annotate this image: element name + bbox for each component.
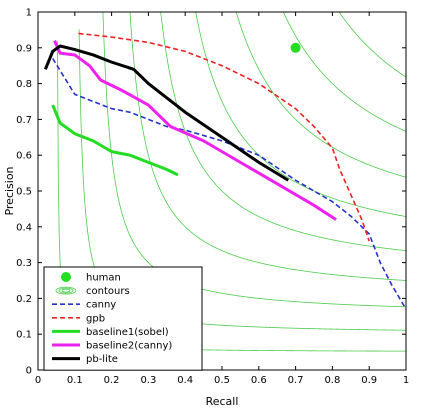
contour-line <box>129 12 406 281</box>
x-tick-label: 0.9 <box>361 375 377 386</box>
legend-label-baseline2-canny: baseline2(canny) <box>86 341 172 352</box>
series-line-pb-lite <box>43 44 290 182</box>
y-tick-label: 0.9 <box>16 43 32 54</box>
x-tick-label: 0.4 <box>177 375 193 386</box>
contour-line <box>195 12 406 217</box>
contour-line <box>235 12 406 178</box>
x-tick-label: 0.2 <box>104 375 120 386</box>
legend-label-gpb: gpb <box>86 313 105 324</box>
legend-label-human: human <box>86 273 121 284</box>
series-line-baseline1-sobel <box>51 104 179 177</box>
legend-contour-swatch <box>55 286 77 295</box>
legend-contour-swatch <box>61 288 71 293</box>
series-layer <box>43 32 407 310</box>
y-tick-label: 0.3 <box>16 258 32 269</box>
x-tick-label: 0.1 <box>67 375 83 386</box>
legend: human contours canny gpb baseline1(sobel) bas… <box>43 266 203 371</box>
y-axis-label: Precision <box>3 166 16 215</box>
contour-line <box>160 12 406 252</box>
x-axis-label: Recall <box>206 395 239 408</box>
x-tick-label: 0 <box>35 375 41 386</box>
series-line-canny <box>52 58 407 310</box>
contour-line <box>282 12 406 132</box>
legend-box <box>43 266 203 371</box>
y-tick-label: 1 <box>26 8 32 19</box>
legend-label-contours: contours <box>86 286 130 297</box>
y-tick-label: 0.7 <box>16 115 32 126</box>
x-tick-label: 0.7 <box>288 375 304 386</box>
y-tick-label: 0.8 <box>16 79 32 90</box>
x-tick-label: 0.5 <box>214 375 230 386</box>
x-tick-label: 0.3 <box>140 375 156 386</box>
legend-label-canny: canny <box>86 300 116 311</box>
legend-label-baseline1-sobel: baseline1(sobel) <box>86 327 169 338</box>
x-tick-label: 0.6 <box>251 375 267 386</box>
contour-line <box>338 12 406 78</box>
x-tick-label: 0.8 <box>324 375 340 386</box>
legend-label-pb-lite: pb-lite <box>86 354 118 365</box>
series-line-gpb <box>78 32 370 242</box>
y-tick-label: 0.5 <box>16 187 32 198</box>
series-line-baseline2-canny <box>53 40 337 221</box>
legend-marker-human <box>61 272 71 282</box>
y-tick-label: 0.6 <box>16 151 32 162</box>
y-tick-label: 0.1 <box>16 330 32 341</box>
human-point <box>290 42 301 53</box>
y-tick-label: 0.4 <box>16 222 32 233</box>
legend-contour-swatch <box>58 287 74 294</box>
y-tick-label: 0.2 <box>16 294 32 305</box>
x-tick-label: 1 <box>403 375 409 386</box>
plot-frame <box>37 11 407 371</box>
y-tick-label: 0 <box>26 366 32 377</box>
